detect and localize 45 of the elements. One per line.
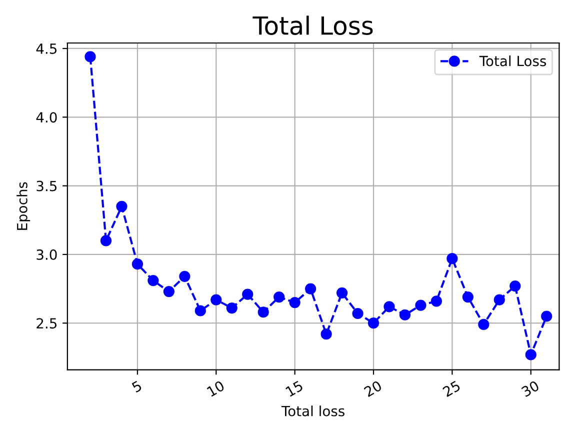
point: [274, 291, 285, 303]
y-axis-title: Epochs: [16, 182, 30, 230]
point: [132, 258, 144, 270]
point: [84, 51, 96, 62]
point: [210, 294, 222, 306]
point: [336, 287, 348, 298]
y-tick-label: 2.5: [36, 318, 57, 329]
point: [446, 253, 458, 264]
point: [258, 306, 269, 318]
y-tick-label: 3.5: [36, 180, 57, 192]
point: [541, 310, 552, 322]
point: [242, 288, 254, 300]
point: [462, 291, 474, 303]
point: [289, 296, 300, 308]
point: [510, 280, 521, 292]
point: [430, 296, 442, 307]
point: [525, 349, 536, 360]
x-axis-title: Total loss: [281, 406, 344, 416]
chart-title: Total Loss: [252, 16, 373, 36]
point: [494, 294, 505, 306]
point: [163, 286, 174, 298]
point: [352, 308, 364, 320]
point: [194, 305, 206, 316]
point: [415, 300, 426, 311]
x-tick-label: 25: [442, 380, 461, 398]
point: [384, 301, 395, 312]
point: [148, 274, 159, 286]
point: [478, 318, 490, 330]
y-tick-label: 4.0: [36, 112, 57, 123]
point: [305, 283, 316, 294]
x-tick-label: 30: [520, 380, 540, 398]
y-tick-label: 4.5: [36, 44, 57, 54]
point: [320, 328, 332, 340]
point: [179, 270, 190, 282]
x-tick-label: 20: [363, 380, 382, 398]
x-tick-label: 15: [285, 380, 304, 397]
y-tick-label: 3.0: [36, 249, 57, 260]
point: [116, 200, 128, 212]
x-tick-label: 10: [206, 380, 226, 397]
x-tick-label: 5: [131, 380, 142, 393]
point: [368, 318, 380, 329]
legend-label: Total Loss: [479, 56, 546, 66]
point: [100, 235, 112, 246]
point: [399, 309, 411, 320]
point: [226, 302, 238, 314]
